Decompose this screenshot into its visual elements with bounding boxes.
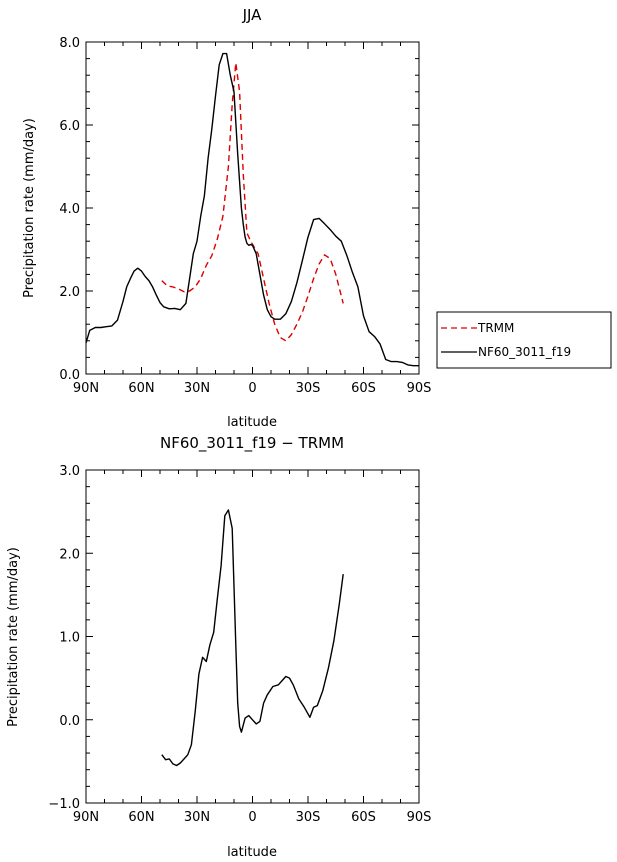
chart-ticks: 90N 60N 30N 0 30S 60S 90S 0.0 2.0 4.0 6.0 8.0 bbox=[59, 36, 431, 396]
y-tick-label: 1.0 bbox=[59, 631, 80, 646]
x-tick-label: 0 bbox=[248, 810, 256, 825]
y-axis-label: Precipitation rate (mm/day) bbox=[22, 118, 37, 298]
chart-difference: NF60_3011_f19 − TRMM 90N 60N 30N 0 30S 60S 90S… bbox=[6, 434, 431, 860]
series-line-nf60-3011-f19 bbox=[85, 52, 419, 367]
y-tick-label: 3.0 bbox=[59, 464, 80, 479]
x-tick-label: 60S bbox=[351, 381, 376, 396]
legend: TRMM NF60_3011_f19 bbox=[436, 311, 612, 369]
legend-label-model: NF60_3011_f19 bbox=[478, 345, 571, 359]
y-tick-label: 2.0 bbox=[59, 285, 80, 300]
x-axis-label: latitude bbox=[227, 415, 277, 430]
series-line-trmm bbox=[161, 62, 344, 342]
x-tick-label: 60S bbox=[351, 810, 376, 825]
y-tick-label: 0.0 bbox=[59, 368, 80, 383]
y-tick-label: 6.0 bbox=[59, 119, 80, 134]
x-tick-label: 90N bbox=[73, 810, 99, 825]
x-tick-label: 30N bbox=[184, 810, 210, 825]
plot-frame bbox=[85, 469, 420, 804]
x-tick-label: 30N bbox=[184, 381, 210, 396]
x-tick-label: 90S bbox=[407, 810, 432, 825]
chart-title: JJA bbox=[242, 6, 263, 24]
y-tick-label: 8.0 bbox=[59, 36, 80, 51]
x-tick-label: 60N bbox=[128, 810, 154, 825]
x-tick-label: 90N bbox=[73, 381, 99, 396]
chart-jja: JJA 90N 60N 30N 0 30S 60S 90S 0.0 2.0 4.0 6.0 8.0 l… bbox=[22, 6, 612, 430]
x-tick-label: 60N bbox=[128, 381, 154, 396]
series-line-nf60-3011-f19-trmm bbox=[161, 509, 344, 767]
chart-ticks: 90N 60N 30N 0 30S 60S 90S −1.0 0.0 1.0 2.0 3.0 bbox=[48, 464, 431, 825]
legend-box bbox=[436, 311, 612, 369]
y-tick-label: 2.0 bbox=[59, 547, 80, 562]
plot-frame bbox=[85, 41, 420, 375]
chart-lines bbox=[85, 52, 419, 367]
chart-lines bbox=[161, 509, 344, 767]
x-tick-label: 0 bbox=[248, 381, 256, 396]
x-tick-label: 30S bbox=[296, 810, 321, 825]
x-axis-label: latitude bbox=[227, 845, 277, 860]
y-tick-label: −1.0 bbox=[48, 797, 80, 812]
x-tick-label: 30S bbox=[296, 381, 321, 396]
y-axis-label: Precipitation rate (mm/day) bbox=[6, 547, 21, 727]
legend-label-trmm: TRMM bbox=[477, 321, 514, 335]
chart-title: NF60_3011_f19 − TRMM bbox=[160, 434, 344, 453]
y-tick-label: 0.0 bbox=[59, 714, 80, 729]
y-tick-label: 4.0 bbox=[59, 202, 80, 217]
x-tick-label: 90S bbox=[407, 381, 432, 396]
